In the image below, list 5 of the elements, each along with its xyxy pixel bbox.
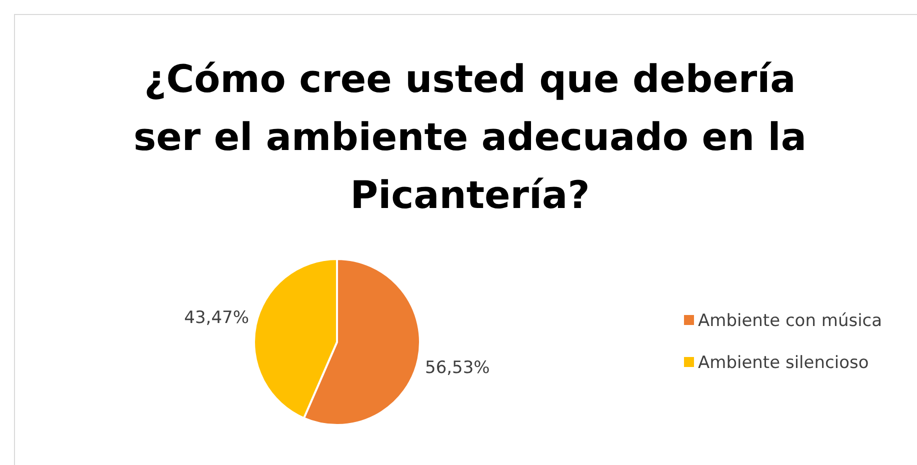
legend-label: Ambiente silencioso	[698, 352, 869, 373]
chart-title: ¿Cómo cree usted que debería ser el ambiente adecuado en la Picantería?	[134, 57, 806, 217]
legend-label: Ambiente con música	[698, 310, 882, 331]
data-label: 56,53%	[425, 358, 490, 378]
data-label: 43,47%	[184, 308, 249, 328]
